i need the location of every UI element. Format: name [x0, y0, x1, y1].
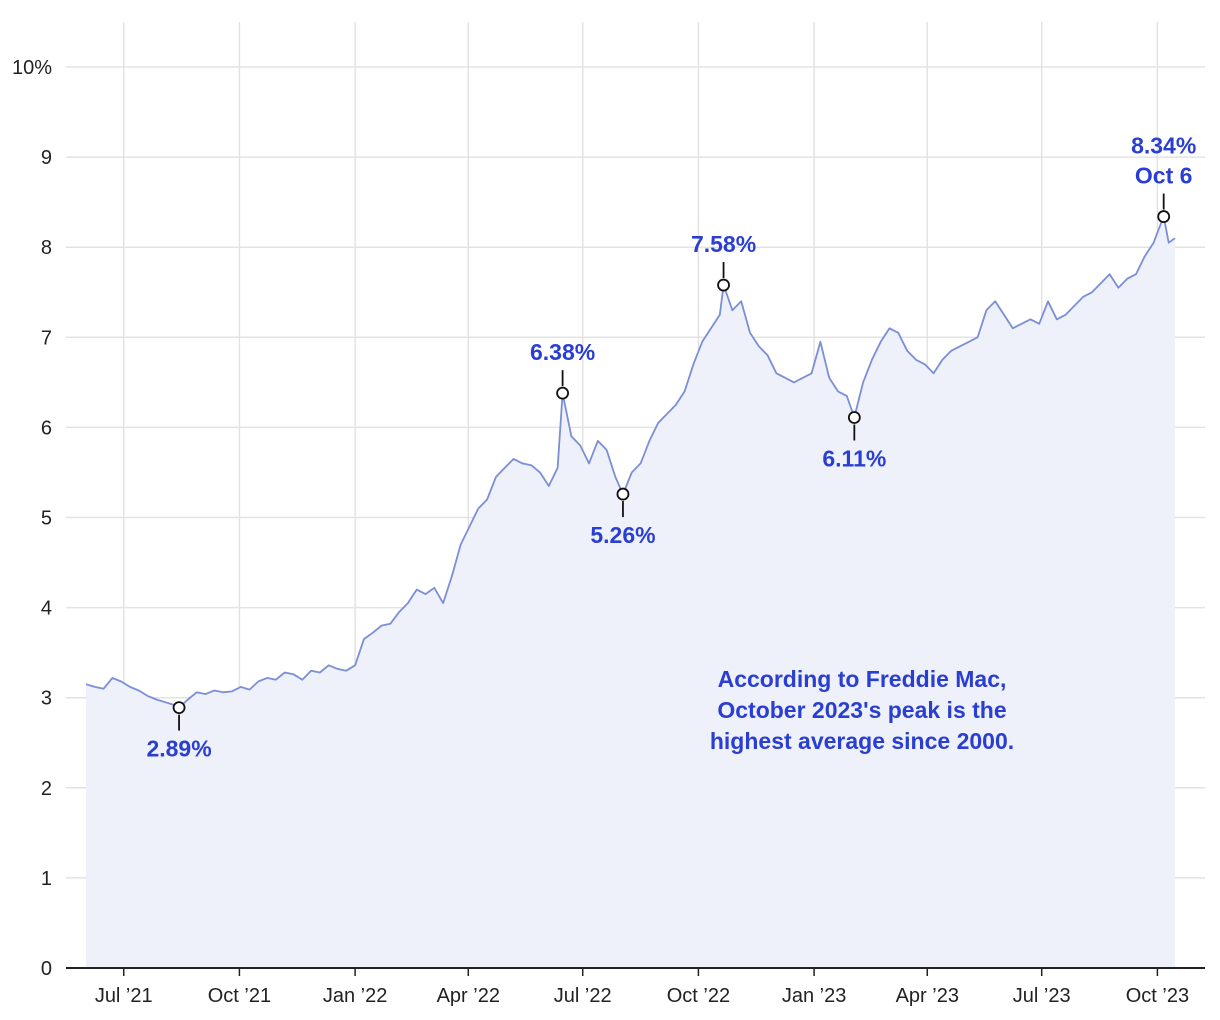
annotation-label: 6.11%: [822, 445, 886, 471]
y-tick-label: 7: [41, 327, 52, 349]
annotation-marker: [616, 487, 630, 501]
note-line: highest average since 2000.: [710, 728, 1014, 754]
annotation-marker: [1157, 210, 1171, 223]
annotations: 2.89% 6.38% 5.26% 7.58% 6.11% 8.34% Oct 6: [146, 133, 1196, 762]
y-tick-label: 9: [41, 147, 52, 169]
x-tick-label: Apr ’22: [437, 985, 500, 1007]
annotation-marker: [556, 386, 569, 400]
x-tick-label: Oct ’23: [1126, 985, 1189, 1007]
note-text: According to Freddie Mac, October 2023's …: [710, 666, 1014, 754]
y-tick-label: 1: [41, 868, 52, 890]
note-line: October 2023's peak is the: [717, 697, 1006, 723]
annotation-label: 2.89%: [146, 736, 211, 762]
x-tick-label: Jan ’23: [782, 985, 847, 1007]
x-tick-label: Jul ’22: [554, 985, 612, 1007]
x-tick-label: Jul ’21: [95, 985, 153, 1007]
y-tick-label: 6: [41, 417, 52, 439]
y-tick-label: 8: [41, 237, 52, 259]
annotation-label: 7.58%: [691, 231, 756, 257]
annotation-label: 8.34%: [1131, 133, 1196, 159]
annotation-marker: [847, 411, 861, 424]
annotation-label: 5.26%: [590, 522, 655, 548]
x-tick-label: Oct ’22: [667, 985, 730, 1007]
annotation-marker: [172, 701, 186, 715]
annotation-label: Oct 6: [1135, 163, 1193, 189]
x-tick-label: Oct ’21: [208, 985, 271, 1007]
x-axis-ticks: Jul ’21 Oct ’21 Jan ’22 Apr ’22 Jul ’22 Oct ’…: [95, 968, 1189, 1007]
y-tick-label: 5: [41, 508, 52, 530]
y-tick-label: 0: [41, 958, 52, 980]
x-tick-label: Jan ’22: [323, 985, 388, 1007]
x-tick-label: Apr ’23: [896, 985, 959, 1007]
annotation-marker: [717, 278, 730, 292]
note-line: According to Freddie Mac,: [718, 666, 1007, 692]
y-tick-label: 10%: [12, 57, 52, 79]
y-axis-ticks: 0 1 2 3 4 5 6 7 8 9 10%: [12, 57, 52, 980]
rate-line: [85, 215, 1176, 709]
y-tick-label: 3: [41, 688, 52, 710]
area-fill: [86, 216, 1175, 969]
y-tick-label: 2: [41, 778, 52, 800]
x-tick-label: Jul ’23: [1013, 985, 1071, 1007]
annotation-label: 6.38%: [530, 339, 595, 365]
y-tick-label: 4: [41, 598, 52, 620]
